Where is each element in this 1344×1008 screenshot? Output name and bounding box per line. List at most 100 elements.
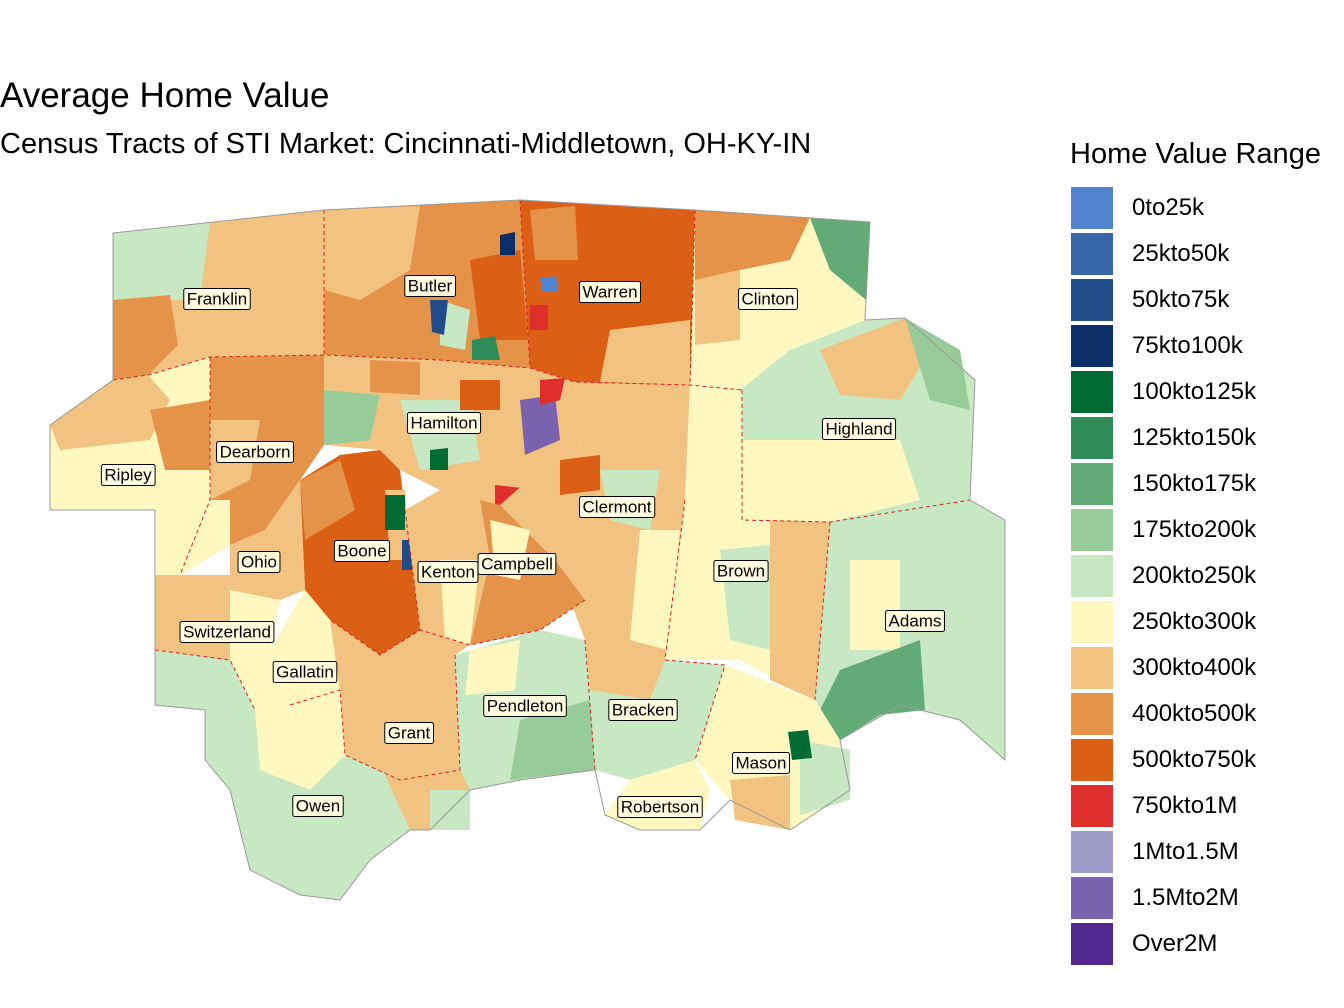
pendleton-tract-b [465,640,520,695]
hamilton-tract-a [324,390,380,445]
county-label-text: Switzerland [183,623,271,642]
legend-item: 0to25k [1070,186,1340,232]
county-label-boone: Boone [333,540,391,562]
legend-swatch [1071,923,1113,965]
county-label-box [404,275,457,297]
legend-label: 50kto75k [1132,286,1230,313]
clermont-tract-c [630,530,680,650]
county-label-text: Boone [337,542,386,561]
county-label-text: Robertson [621,798,699,817]
legend-item: 200kto250k [1070,554,1340,600]
county-label-box [292,795,344,817]
gallatin-west-tract [155,650,255,710]
county-label-text: Ohio [241,553,277,572]
legend-title: Home Value Range [1070,138,1321,170]
legend-label: 1.5Mto2M [1132,884,1239,911]
franklin-north-tract [113,222,210,310]
county-label-text: Bracken [612,701,674,720]
legend-swatch [1071,739,1113,781]
county-label-owen: Owen [292,795,344,817]
legend-swatch [1071,463,1113,505]
legend-item: 1Mto1.5M [1070,830,1340,876]
county-label-box [100,464,156,486]
adams-tract-a [850,560,900,650]
county-label-text: Clinton [742,290,795,309]
legend-label: 125kto150k [1132,424,1257,451]
legend-swatch [1071,693,1113,735]
legend-item: 25kto50k [1070,232,1340,278]
legend-label: 200kto250k [1132,562,1257,589]
county-label-text: Grant [388,724,431,743]
map-title: Average Home Value [0,76,330,115]
grant-area [330,620,470,780]
clinton-tract-b [810,218,870,300]
legend-swatch [1071,555,1113,597]
clinton-tract-c [695,270,740,345]
county-label-text: Pendleton [487,697,564,716]
county-label-mason: Mason [731,752,791,774]
legend-item: Over2M [1070,922,1340,968]
county-label-text: Mason [735,754,786,773]
county-label-clermont: Clermont [579,496,656,518]
legend-item: 175kto200k [1070,508,1340,554]
legend-item: 150kto175k [1070,462,1340,508]
county-label-text: Kenton [421,563,475,582]
county-label-warren: Warren [578,281,642,303]
clermont-tract-b [560,455,600,495]
hamilton-tract-c [520,395,560,455]
legend-label: 500kto750k [1132,746,1257,773]
legend-label: 300kto400k [1132,654,1257,681]
mason-tract-b [730,775,790,830]
warren-tract-b [530,305,548,330]
county-label-butler: Butler [404,275,457,297]
county-label-text: Dearborn [220,443,291,462]
mason-tract-a [800,740,850,815]
legend-label: Over2M [1132,930,1218,957]
county-label-switzerland: Switzerland [179,621,275,643]
legend-item: 1.5Mto2M [1070,876,1340,922]
warren-tract-d [600,320,690,385]
mason-tract-c [788,730,812,760]
hamilton-tract-h [370,360,420,395]
choropleth-map: Franklin Butler Warren Clinton Highland Hamil… [49,199,1006,901]
county-label-text: Ripley [104,466,152,485]
legend-swatch [1071,831,1113,873]
county-label-text: Owen [296,797,340,816]
butler-tract-f [500,232,515,255]
legend-swatch [1071,187,1113,229]
boone-tract-c [385,495,405,530]
legend-item: 250kto300k [1070,600,1340,646]
highland-tract-c [742,440,920,522]
hamilton-tract-f [430,448,448,470]
boone-tract-a [300,460,355,540]
county-label-box [608,699,678,721]
legend-item: 300kto400k [1070,646,1340,692]
legend-label: 0to25k [1132,194,1205,221]
county-label-box [272,661,338,683]
county-label-text: Adams [889,612,942,631]
legend-item: 75kto100k [1070,324,1340,370]
ripley-tract-a [50,375,170,450]
pendleton-tract-a [510,700,595,780]
county-label-ohio: Ohio [237,551,281,573]
legend-label: 175kto200k [1132,516,1257,543]
county-label-grant: Grant [384,722,435,744]
county-label-dearborn: Dearborn [216,441,294,463]
hamilton-tract-d [540,378,565,405]
legend-swatch [1071,647,1113,689]
county-label-box [237,551,281,573]
legend-label: 250kto300k [1132,608,1257,635]
legend-label: 150kto175k [1132,470,1257,497]
county-label-box [885,610,945,632]
legend-item: 125kto150k [1070,416,1340,462]
butler-tract-e [430,300,448,335]
map-outline [49,199,1006,901]
highland-tract-a [820,318,930,400]
county-label-kenton: Kenton [417,561,479,583]
county-label-hamilton: Hamilton [406,412,482,434]
legend-swatch [1071,785,1113,827]
county-label-box [183,288,251,310]
county-label-gallatin: Gallatin [272,661,338,683]
county-label-box [384,722,435,744]
legend-swatch [1071,325,1113,367]
